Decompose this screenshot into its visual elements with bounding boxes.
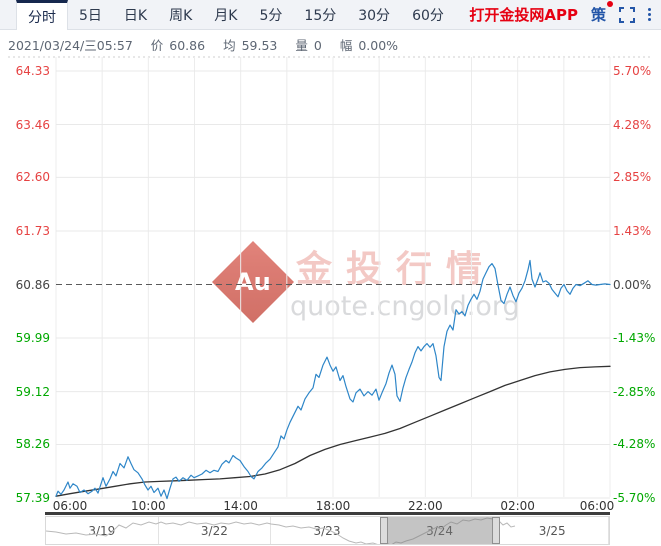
navigator-left-handle[interactable]	[379, 517, 388, 544]
y-axis-price-label: 63.46	[15, 117, 50, 132]
quote-datetime: 2021/03/24/三05:57	[8, 38, 133, 53]
x-axis-time-label: 02:00	[500, 499, 535, 513]
x-axis-time-label: 22:00	[408, 499, 443, 513]
watermark-brand: 金投行情	[296, 249, 497, 290]
y-axis-percent-label: 4.28%	[613, 117, 652, 132]
tab-60分[interactable]: 60分	[412, 7, 444, 24]
x-axis-time-label: 18:00	[315, 499, 351, 513]
y-axis-price-label: 60.86	[15, 277, 50, 292]
tab-周K[interactable]: 周K	[169, 7, 193, 24]
y-axis-percent-label: 5.70%	[613, 64, 652, 78]
change-value: 0.00%	[358, 38, 399, 53]
tab-bar: 分时 5日 日K 周K 月K 5分 15分 30分 60分 打开金投网APP 策	[0, 0, 661, 30]
y-axis-price-label: 59.99	[15, 331, 50, 346]
x-axis-time-label: 06:00	[52, 499, 88, 513]
x-axis-baseline	[45, 512, 610, 515]
tab-30分[interactable]: 30分	[358, 7, 391, 24]
y-axis-price-label: 64.33	[15, 64, 50, 78]
y-axis-percent-label: -1.43%	[613, 331, 656, 346]
tab-月K[interactable]: 月K	[214, 7, 238, 24]
y-axis-price-label: 58.26	[15, 437, 50, 452]
volume-label: 量	[295, 38, 308, 53]
x-axis-time-label: 14:00	[223, 499, 258, 513]
navigator-right-handle[interactable]	[492, 517, 501, 544]
x-axis-time-label: 06:00	[579, 499, 615, 513]
period-tabs: 分时 5日 日K 周K 月K 5分 15分 30分 60分	[0, 0, 455, 30]
navigator-selected-range[interactable]	[383, 517, 497, 544]
y-axis-price-label: 59.12	[15, 384, 50, 399]
y-axis-percent-label: -2.85%	[613, 384, 656, 399]
y-axis-price-label: 61.73	[15, 223, 50, 238]
range-navigator[interactable]: 3/19 3/22 3/23 3/24 3/25	[45, 516, 610, 545]
navigator-date-3/19[interactable]: 3/19	[46, 517, 159, 544]
open-app-link[interactable]: 打开金投网APP	[469, 6, 578, 24]
navigator-date-3/25[interactable]: 3/25	[496, 517, 609, 544]
watermark-domain: quote.cngold.org	[290, 291, 520, 322]
more-menu-icon[interactable]	[648, 8, 651, 21]
price-value: 60.86	[169, 38, 206, 53]
y-axis-percent-label: -4.28%	[613, 437, 656, 452]
change-label: 幅	[339, 38, 353, 53]
tab-日K[interactable]: 日K	[123, 7, 148, 24]
price-label: 价	[150, 38, 164, 53]
x-axis-time-label: 10:00	[131, 499, 166, 513]
y-axis-percent-label: 1.43%	[613, 223, 652, 238]
tabbar-right-controls: 打开金投网APP 策	[469, 0, 661, 29]
navigator-date-3/22[interactable]: 3/22	[159, 517, 272, 544]
tab-5分[interactable]: 5分	[259, 7, 283, 24]
tab-分时[interactable]: 分时	[16, 0, 68, 30]
notification-dot	[607, 1, 613, 7]
y-axis-percent-label: -5.70%	[613, 491, 656, 505]
watermark-logo: Au	[211, 240, 295, 324]
y-axis-price-label: 57.39	[15, 491, 50, 505]
y-axis-percent-label: 2.85%	[613, 170, 652, 185]
strategy-label: 策	[590, 6, 606, 24]
y-axis-percent-label: 0.00%	[613, 277, 652, 292]
strategy-button[interactable]: 策	[590, 1, 613, 25]
avg-value: 59.53	[241, 38, 278, 53]
fullscreen-icon[interactable]	[619, 6, 635, 23]
avg-label: 均	[223, 38, 236, 53]
navigator-date-3/23[interactable]: 3/23	[271, 517, 384, 544]
y-axis-price-label: 62.60	[15, 170, 50, 185]
volume-value: 0	[313, 38, 322, 53]
tab-5日[interactable]: 5日	[79, 7, 102, 24]
tab-15分[interactable]: 15分	[304, 7, 337, 24]
